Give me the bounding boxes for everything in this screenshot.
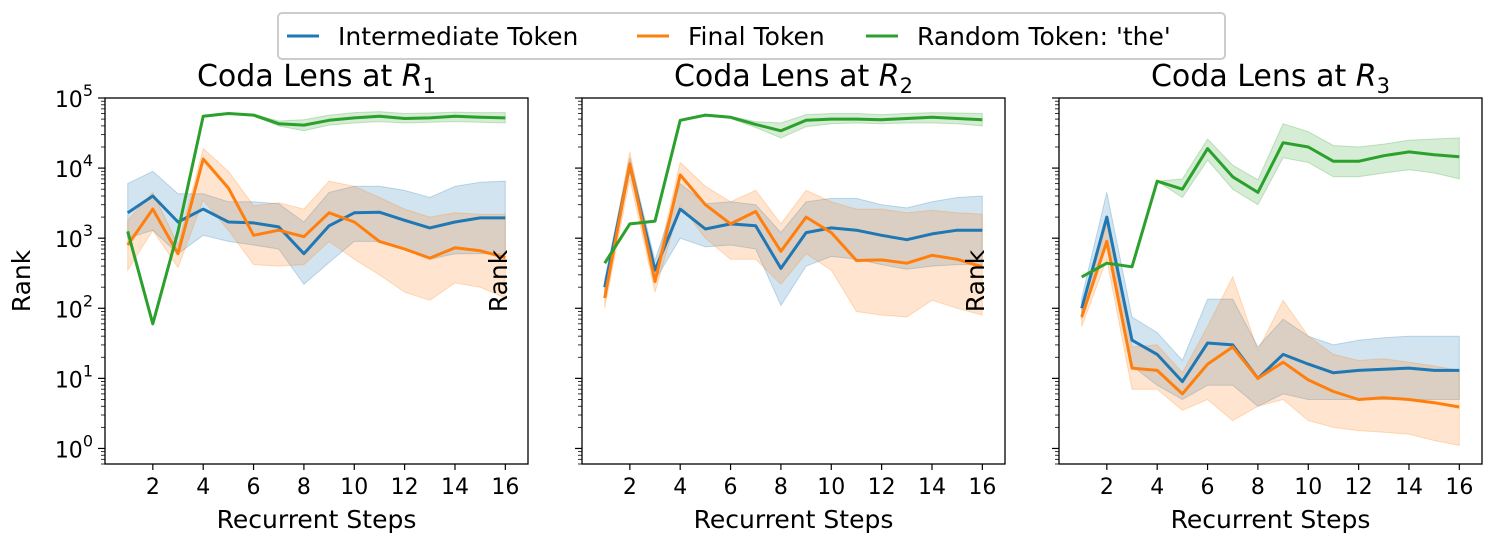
y-tick-label: 101	[55, 361, 93, 393]
x-tick-label: 8	[1251, 475, 1265, 500]
x-axis-label: Recurrent Steps	[1171, 505, 1371, 534]
x-tick-label: 10	[817, 475, 845, 500]
y-tick-label: 104	[55, 151, 93, 183]
band-random	[1081, 123, 1460, 278]
panel-2: 2 4 6 8 10 12 14 16 Recurrent Steps Rank Coda Lens…	[484, 59, 1006, 534]
x-tick-label: 16	[491, 475, 519, 500]
series-line-final	[603, 162, 983, 299]
legend-label-final: Final Token	[688, 22, 825, 51]
panel-3: 2 4 6 8 10 12 14 16 Recurrent Steps Rank Coda Lens…	[961, 59, 1483, 534]
x-tick-label: 2	[623, 475, 637, 500]
x-tick-label: 4	[673, 475, 687, 500]
series-line-random	[1080, 141, 1460, 279]
y-tick-label: 103	[55, 221, 93, 253]
x-tick-label: 8	[297, 475, 311, 500]
y-axis-label: Rank	[961, 249, 990, 312]
x-tick-label: 8	[774, 475, 788, 500]
x-tick-label: 6	[1201, 475, 1215, 500]
x-tick-label: 6	[724, 475, 738, 500]
legend-frame	[277, 12, 1226, 60]
x-tick-label: 14	[1395, 475, 1423, 500]
x-tick-label: 14	[918, 475, 946, 500]
band-intermediate	[604, 157, 983, 307]
x-tick-label: 10	[1294, 475, 1322, 500]
x-tick-label: 4	[196, 475, 210, 500]
panel-title: Coda Lens at R1	[197, 59, 436, 98]
series-line-random	[126, 112, 506, 326]
axes-frame	[104, 97, 529, 465]
y-axis-label: Rank	[7, 249, 36, 312]
y-axis-label: Rank	[484, 249, 513, 312]
x-axis-label: Recurrent Steps	[217, 505, 417, 534]
axes-frame	[1058, 97, 1483, 465]
panel-1: 2 4 6 8 10 12 14 16 100 101 102 103 104 105 Recurrent …	[7, 59, 529, 534]
series-line-final	[126, 157, 506, 260]
x-tick-label: 16	[968, 475, 996, 500]
band-final	[1081, 223, 1460, 447]
x-tick-label: 6	[247, 475, 261, 500]
legend-label-intermediate: Intermediate Token	[338, 22, 578, 51]
x-tick-label: 12	[1345, 475, 1373, 500]
y-tick-label: 100	[55, 431, 93, 463]
y-tick-label: 105	[55, 81, 93, 113]
series-line-intermediate	[603, 163, 983, 288]
x-tick-label: 4	[1150, 475, 1164, 500]
x-tick-label: 10	[340, 475, 368, 500]
series-line-final	[1080, 239, 1460, 409]
series-line-intermediate	[1080, 215, 1460, 384]
axes-frame	[581, 97, 1006, 465]
band-intermediate	[127, 170, 506, 286]
x-tick-label: 12	[868, 475, 896, 500]
legend: Intermediate Token Final Token Random To…	[277, 12, 1226, 60]
x-tick-label: 16	[1445, 475, 1473, 500]
x-tick-label: 2	[146, 475, 160, 500]
x-tick-label: 2	[1100, 475, 1114, 500]
series-line-intermediate	[126, 194, 506, 256]
x-axis-label: Recurrent Steps	[694, 505, 894, 534]
panels: 2 4 6 8 10 12 14 16100101102103104105Recurrent …	[7, 59, 1483, 534]
panel-title: Coda Lens at R3	[1151, 59, 1390, 98]
band-intermediate	[1081, 192, 1460, 407]
panel-title: Coda Lens at R2	[674, 59, 913, 98]
legend-label-random: Random Token: 'the'	[917, 22, 1171, 51]
series-line-random	[603, 113, 983, 265]
x-tick-label: 12	[391, 475, 419, 500]
y-tick-label: 102	[55, 291, 93, 323]
x-tick-label: 14	[441, 475, 469, 500]
